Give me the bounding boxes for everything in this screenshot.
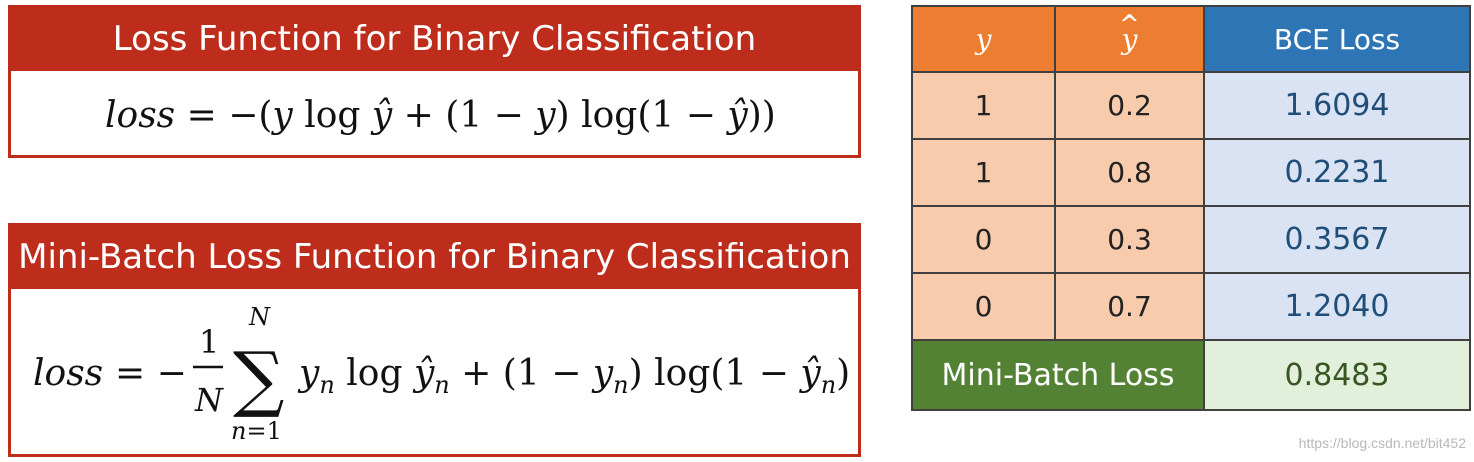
table-row: 0 0.7 1.2040 [911,272,1471,341]
table-row: 1 0.8 0.2231 [911,138,1471,207]
loss-formula: loss = −(y log ŷ + (1 − y) log(1 − ŷ)) [11,71,858,155]
cell-bce-loss: 1.2040 [1203,272,1471,341]
svg-text:N: N [194,381,224,419]
bce-loss-table: y y BCE Loss 1 0.2 1.6094 1 0.8 0.2231 0… [911,5,1471,411]
mini-batch-loss-formula: loss = − 1 N N ∑ n=1 yn log ŷn + (1 − yn… [11,289,858,454]
svg-text:∑: ∑ [233,336,284,420]
cell-y-hat: 0.7 [1054,272,1205,341]
cell-y-hat: 0.3 [1054,205,1205,274]
cell-bce-loss: 1.6094 [1203,71,1471,140]
mini-batch-loss-value: 0.8483 [1203,339,1471,411]
watermark: https://blog.csdn.net/bit452 [1298,435,1466,451]
loss-function-card: Loss Function for Binary Classification … [8,5,861,158]
mini-batch-loss-label: Mini-Batch Loss [911,339,1205,411]
header-y-hat: y [1054,5,1205,73]
svg-text:1: 1 [199,323,219,361]
table-header-row: y y BCE Loss [911,5,1471,73]
mini-batch-loss-row: Mini-Batch Loss 0.8483 [911,339,1471,411]
svg-text:yn log ŷn + (1 − yn) log(1 − ŷ: yn log ŷn + (1 − yn) log(1 − ŷn) [297,353,850,399]
svg-text:loss: loss [33,353,103,394]
header-y: y [911,5,1056,73]
table-row: 0 0.3 0.3567 [911,205,1471,274]
cell-y: 1 [911,71,1056,140]
cell-y: 0 [911,272,1056,341]
mini-batch-loss-card: Mini-Batch Loss Function for Binary Clas… [8,223,861,457]
cell-y: 1 [911,138,1056,207]
header-bce-loss: BCE Loss [1203,5,1471,73]
svg-text:n=1: n=1 [231,417,282,445]
table-row: 1 0.2 1.6094 [911,71,1471,140]
svg-text:= −: = − [115,353,187,394]
cell-bce-loss: 0.3567 [1203,205,1471,274]
svg-text:loss = −(y log ŷ + (1 − y) log: loss = −(y log ŷ + (1 − y) log(1 − ŷ)) [105,95,776,136]
cell-y: 0 [911,205,1056,274]
cell-y-hat: 0.2 [1054,71,1205,140]
svg-text:N: N [248,303,271,331]
cell-bce-loss: 0.2231 [1203,138,1471,207]
cell-y-hat: 0.8 [1054,138,1205,207]
mini-batch-loss-title: Mini-Batch Loss Function for Binary Clas… [11,226,858,289]
loss-function-title: Loss Function for Binary Classification [11,8,858,71]
